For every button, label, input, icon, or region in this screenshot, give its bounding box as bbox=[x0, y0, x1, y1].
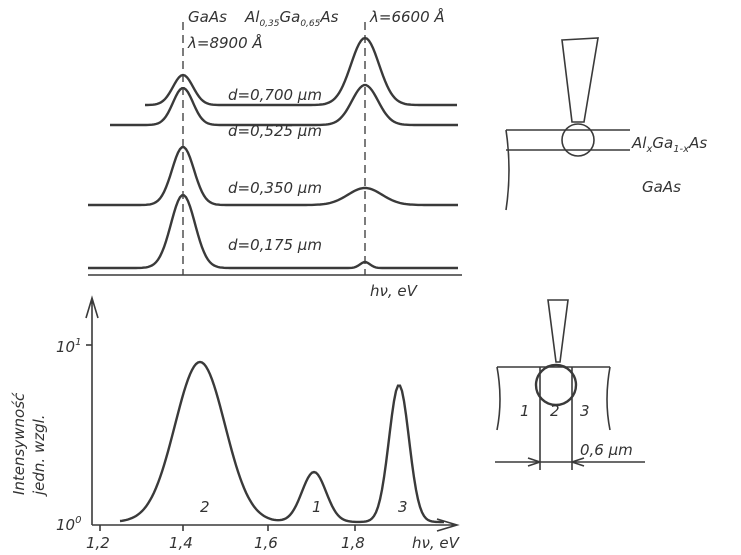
label: 0,35 bbox=[259, 19, 279, 29]
spectrum bbox=[88, 195, 458, 268]
peak-label: 1 bbox=[312, 498, 322, 516]
label: GaAs bbox=[188, 8, 227, 26]
tick-label: 1,4 bbox=[169, 534, 193, 552]
label: As bbox=[688, 134, 707, 152]
label: GaAs bbox=[642, 178, 681, 196]
label: Al0,35Ga0,65As bbox=[244, 8, 339, 29]
label: λ=8900 Å bbox=[187, 33, 263, 52]
tick-label: 1,8 bbox=[341, 534, 365, 552]
tick-label: 1,2 bbox=[86, 534, 110, 552]
tick-label: 0 bbox=[75, 515, 81, 526]
curve-label: d=0,175 µm bbox=[228, 236, 322, 254]
sketch bbox=[506, 38, 630, 210]
label: 0,65 bbox=[300, 19, 320, 29]
peak-label: 2 bbox=[200, 498, 210, 516]
curve-label: d=0,350 µm bbox=[228, 179, 322, 197]
label: 2 bbox=[550, 402, 560, 420]
label: λ=6600 Å bbox=[369, 7, 445, 26]
label: AlxGa1-xAs bbox=[631, 134, 707, 155]
label: Al bbox=[244, 8, 260, 26]
axis-label: Intensywność bbox=[10, 392, 28, 495]
tick-label: 1 bbox=[75, 337, 81, 348]
axis-label: hν, eV bbox=[370, 282, 419, 300]
axis-label: hν, eV bbox=[412, 534, 461, 552]
tick-label: 1,6 bbox=[254, 534, 278, 552]
spectrum bbox=[120, 362, 444, 522]
label: As bbox=[319, 8, 338, 26]
label: Al bbox=[631, 134, 647, 152]
peak-label: 3 bbox=[398, 498, 408, 516]
axis bbox=[86, 298, 98, 525]
curve-label: d=0,525 µm bbox=[228, 122, 322, 140]
label: Ga bbox=[652, 134, 673, 152]
probe bbox=[562, 38, 598, 122]
axis-label: jedn. wzgl. bbox=[30, 414, 48, 497]
tick-label: 100 bbox=[56, 515, 81, 534]
figure: GaAs Al0,35Ga0,65As λ=6600 Å λ=8900 Å d=… bbox=[0, 0, 741, 555]
spot bbox=[562, 124, 594, 156]
line bbox=[497, 367, 610, 430]
label: 0,6 µm bbox=[580, 441, 633, 459]
curve-label: d=0,700 µm bbox=[228, 86, 322, 104]
label: 3 bbox=[580, 402, 590, 420]
line bbox=[506, 130, 509, 210]
label: 1-x bbox=[673, 144, 689, 155]
label: 1 bbox=[520, 402, 530, 420]
page: {"top_panel":{"gaas_label":"GaAs","algaa… bbox=[0, 0, 741, 555]
label: Ga bbox=[279, 8, 300, 26]
tick-label: 10 bbox=[56, 338, 75, 356]
tick-label: 10 bbox=[56, 516, 75, 534]
spot bbox=[536, 365, 576, 405]
tick-label: 101 bbox=[56, 337, 81, 356]
probe bbox=[548, 300, 568, 362]
